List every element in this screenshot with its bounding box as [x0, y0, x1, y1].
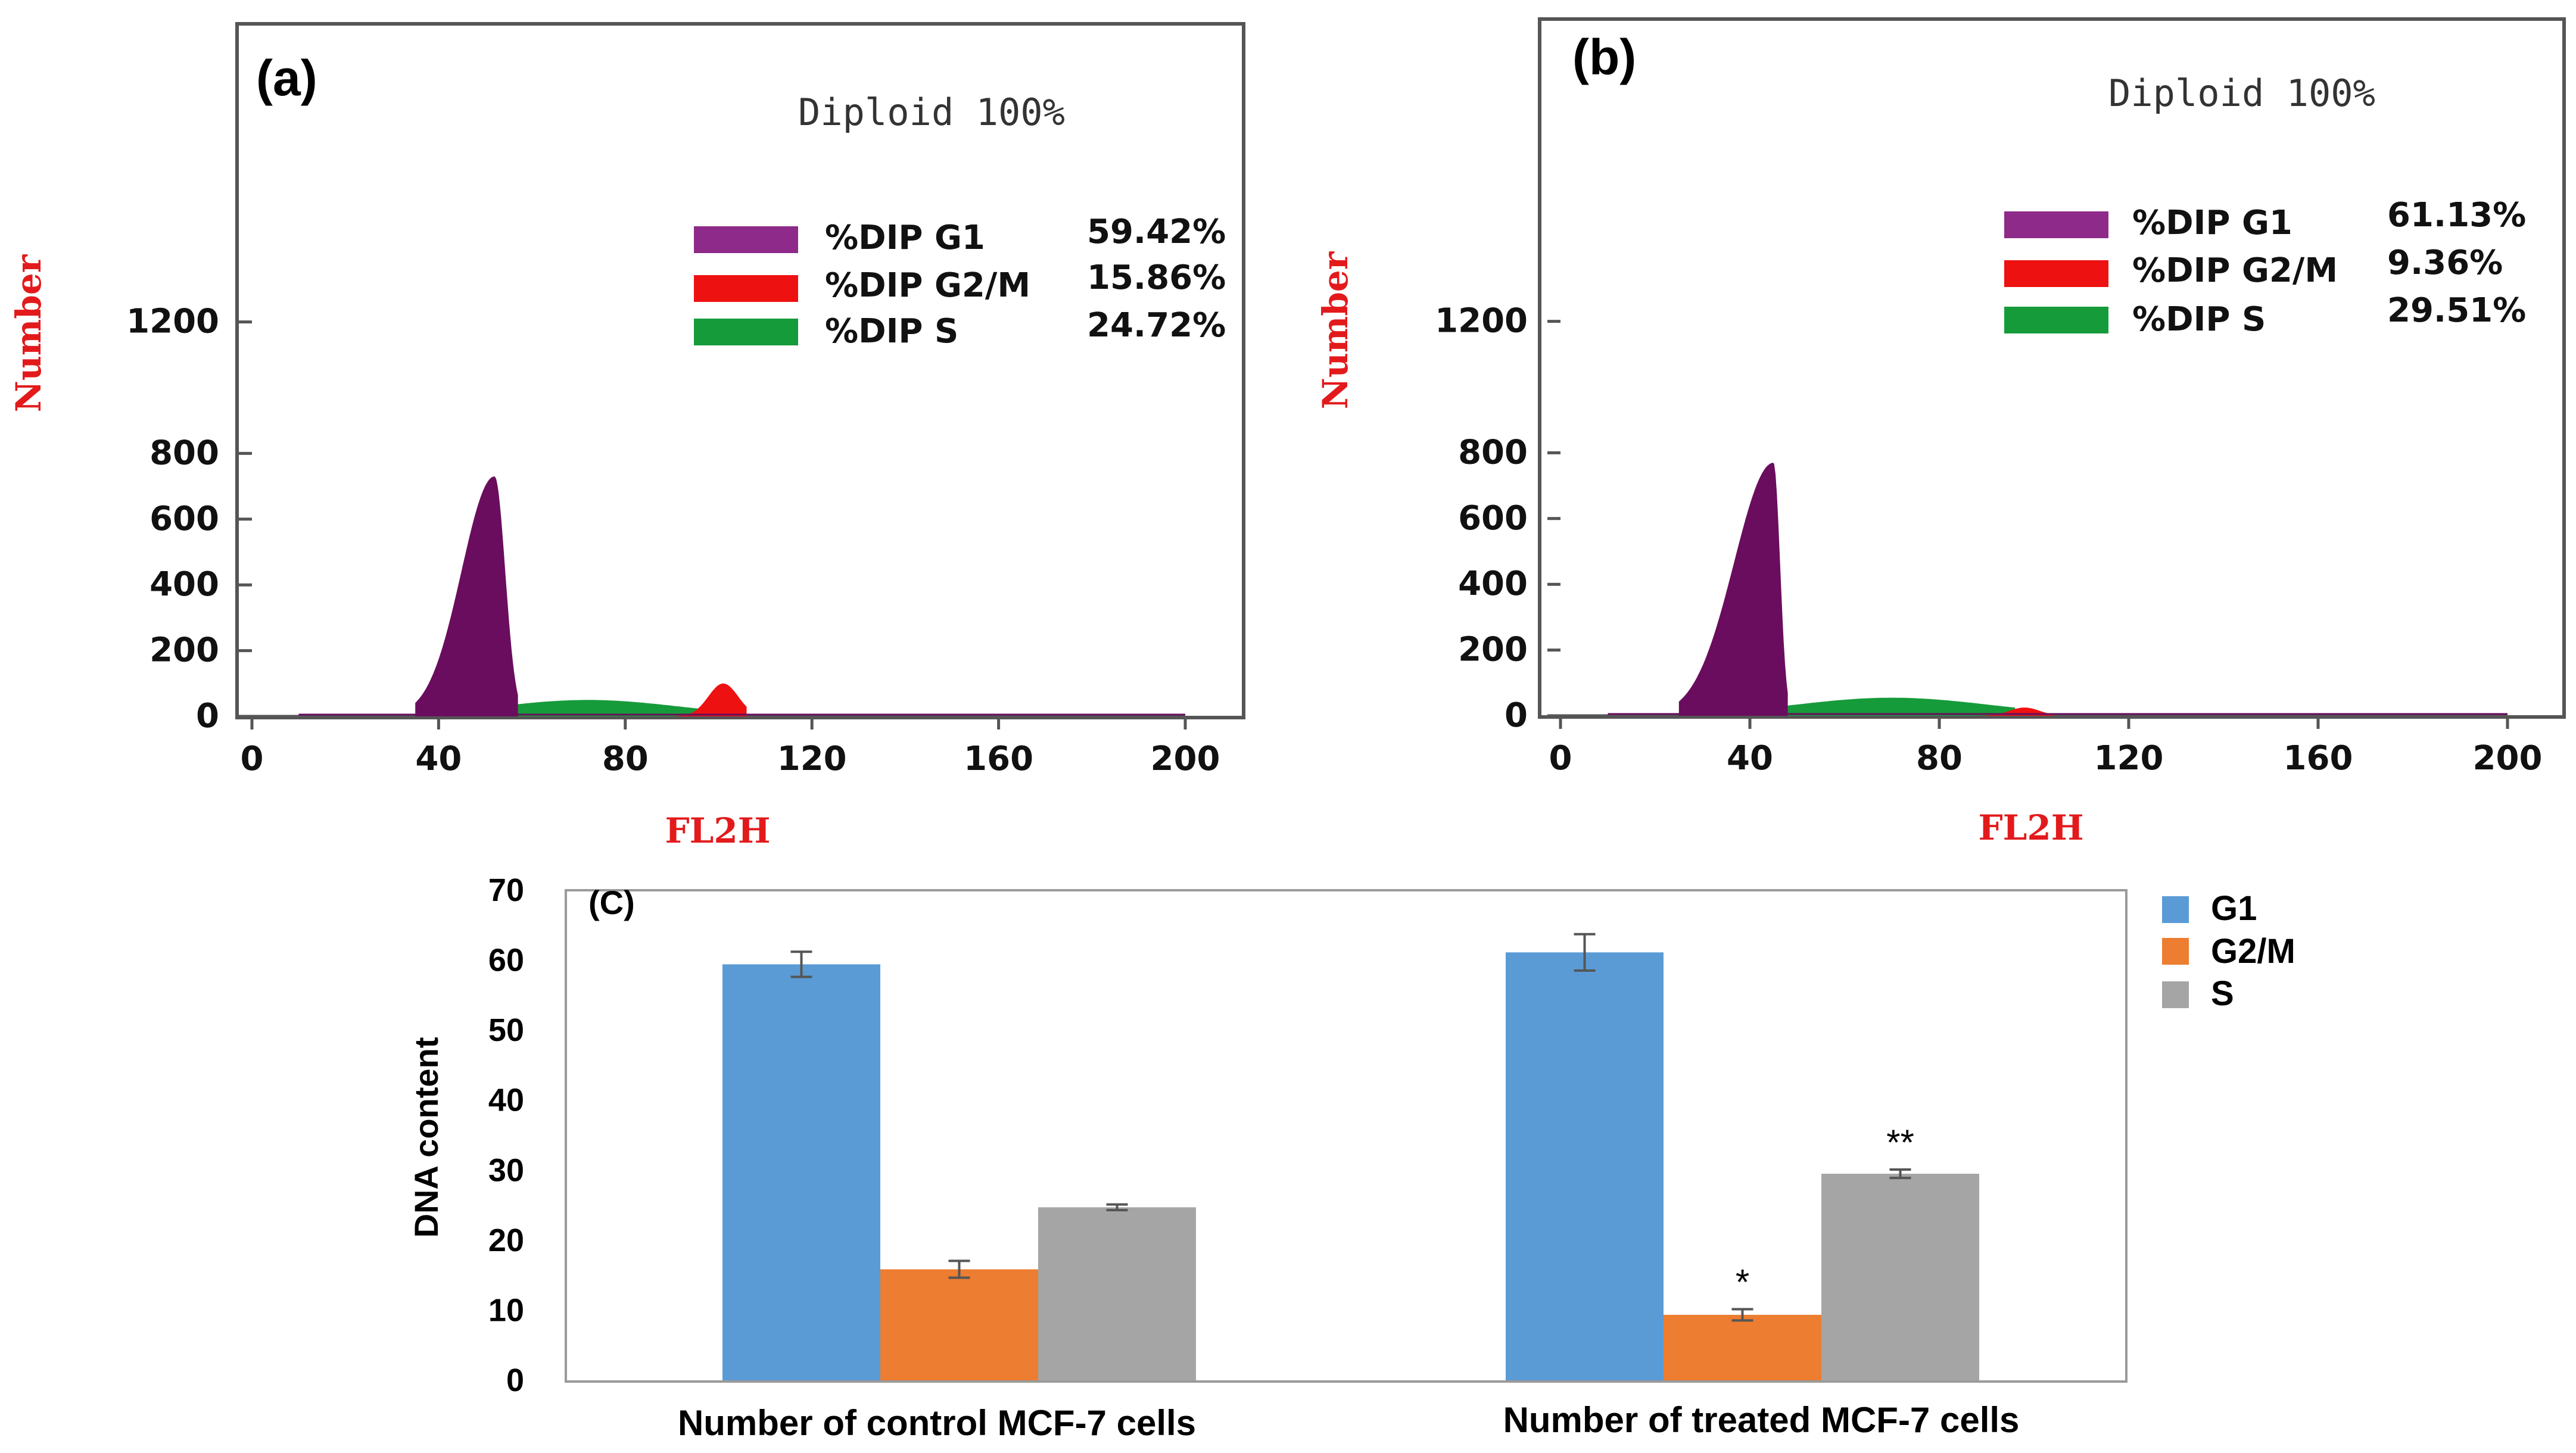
x-tick-label: 120 [2094, 739, 2164, 778]
annotation-text: Diploid 100% [2108, 71, 2375, 115]
legend-label-g1: %DIP G1 [2132, 204, 2292, 242]
g1-peak-area [415, 476, 518, 716]
histogram-areas [1608, 463, 2508, 716]
legend: %DIP G1 59.42% %DIP G2/M 15.86% %DIP S 2… [694, 213, 1226, 351]
y-tick-label: 20 [488, 1223, 524, 1258]
legend-label-s: S [2211, 974, 2234, 1013]
y-tick-label: 40 [488, 1083, 524, 1118]
y-tick-label: 70 [488, 872, 524, 908]
legend-swatch-g2m [694, 275, 798, 302]
y-tick-label: 0 [196, 697, 219, 735]
y-tick-label: 1200 [126, 303, 219, 341]
x-tick-label: 80 [602, 740, 649, 778]
x-tick-label: 160 [2284, 739, 2353, 778]
y-tick-label: 800 [149, 434, 219, 472]
x-axis: 0 40 80 120 160 200 [1549, 714, 2543, 778]
x-tick-label: 160 [964, 740, 1033, 778]
x-tick-label: 200 [1151, 740, 1220, 778]
x-tick-label: 80 [1916, 739, 1963, 778]
g1-peak-area [1678, 463, 1788, 716]
legend-swatch-s [2004, 307, 2108, 333]
legend-swatch-g1 [694, 226, 798, 253]
legend-label-s: %DIP S [2132, 300, 2266, 339]
y-axis-title: DNA content [407, 1037, 445, 1237]
legend-value-g1: 59.42% [1087, 213, 1226, 251]
bar-s-treated [1821, 1174, 1979, 1380]
category-label-control: Number of control MCF-7 cells [678, 1403, 1196, 1443]
legend-value-g2m: 15.86% [1087, 258, 1226, 297]
legend-label-g2m: %DIP G2/M [2132, 251, 2338, 290]
y-axis-title: Number [8, 254, 49, 412]
legend-swatch-g2m [2004, 260, 2108, 287]
y-tick-label: 60 [488, 943, 524, 978]
legend-swatch-g1 [2004, 211, 2108, 238]
annotation-text: Diploid 100% [798, 91, 1065, 134]
legend: G1 G2/M S [2162, 889, 2295, 1013]
y-tick-label: 400 [1458, 565, 1528, 603]
category-label-treated: Number of treated MCF-7 cells [1503, 1400, 2020, 1440]
bar-g1-control [722, 964, 880, 1380]
x-axis-title: FL2H [1978, 807, 2083, 848]
y-tick-label: 400 [149, 565, 219, 604]
bar-g2m-control [880, 1269, 1038, 1380]
legend-label-s: %DIP S [825, 312, 958, 351]
bars: *** [722, 933, 1979, 1380]
histogram-panel-a: 0 200 400 600 800 1200 0 40 80 120 160 200 (a) Dip… [8, 22, 1245, 851]
y-axis: 0 200 400 600 800 1200 [1435, 302, 1560, 735]
significance-marker: * [1736, 1262, 1749, 1302]
legend-swatch-g1 [2162, 896, 2189, 923]
x-tick-label: 0 [241, 740, 264, 778]
x-axis: 0 40 80 120 160 200 [241, 715, 1220, 778]
y-tick-label: 600 [1458, 499, 1528, 538]
y-tick-label: 50 [488, 1012, 524, 1048]
legend-swatch-s [694, 319, 798, 345]
legend-swatch-g2m [2162, 938, 2189, 965]
legend-value-g2m: 9.36% [2387, 244, 2503, 282]
legend-label-g2m: G2/M [2211, 932, 2295, 971]
x-tick-label: 0 [1549, 739, 1572, 778]
legend: %DIP G1 61.13% %DIP G2/M 9.36% %DIP S 29… [2004, 196, 2526, 339]
legend-label-g2m: %DIP G2/M [825, 266, 1030, 305]
bar-s-control [1038, 1207, 1196, 1380]
y-axis: 0 10 20 30 40 50 60 70 [488, 872, 524, 1398]
panel-label: (C) [588, 884, 635, 921]
x-tick-label: 200 [2473, 739, 2543, 778]
y-tick-label: 600 [149, 500, 219, 538]
legend-label-g1: %DIP G1 [825, 219, 985, 257]
y-axis-title: Number [1315, 251, 1356, 409]
legend-value-g1: 61.13% [2387, 196, 2526, 235]
significance-marker: ** [1886, 1123, 1914, 1162]
x-tick-label: 40 [415, 740, 462, 778]
y-tick-label: 200 [149, 631, 219, 670]
legend-value-s: 29.51% [2387, 291, 2526, 330]
panel-label: (b) [1572, 29, 1636, 85]
legend-label-g1: G1 [2211, 889, 2257, 928]
plot-frame [235, 22, 1245, 719]
y-tick-label: 0 [506, 1362, 524, 1398]
y-tick-label: 800 [1458, 433, 1528, 472]
y-tick-label: 1200 [1435, 302, 1528, 341]
histogram-areas [298, 476, 1185, 716]
x-axis-title: FL2H [665, 810, 770, 851]
y-tick-label: 30 [488, 1152, 524, 1188]
histogram-panel-b: 0 200 400 600 800 1200 0 40 80 120 160 200 (b) Dip… [1315, 17, 2566, 848]
y-tick-label: 0 [1505, 696, 1528, 735]
x-tick-label: 120 [777, 740, 847, 778]
y-tick-label: 10 [488, 1292, 524, 1328]
bar-g2m-treated [1664, 1314, 1821, 1380]
y-tick-label: 200 [1458, 631, 1528, 669]
y-axis: 0 200 400 600 800 1200 [126, 303, 252, 735]
legend-value-s: 24.72% [1087, 306, 1226, 345]
panel-label: (a) [256, 50, 317, 106]
x-tick-label: 40 [1727, 739, 1773, 778]
g2m-peak-area [672, 683, 747, 716]
bar-g1-treated [1506, 952, 1664, 1380]
legend-swatch-s [2162, 981, 2189, 1008]
plot-frame [1538, 17, 2566, 719]
